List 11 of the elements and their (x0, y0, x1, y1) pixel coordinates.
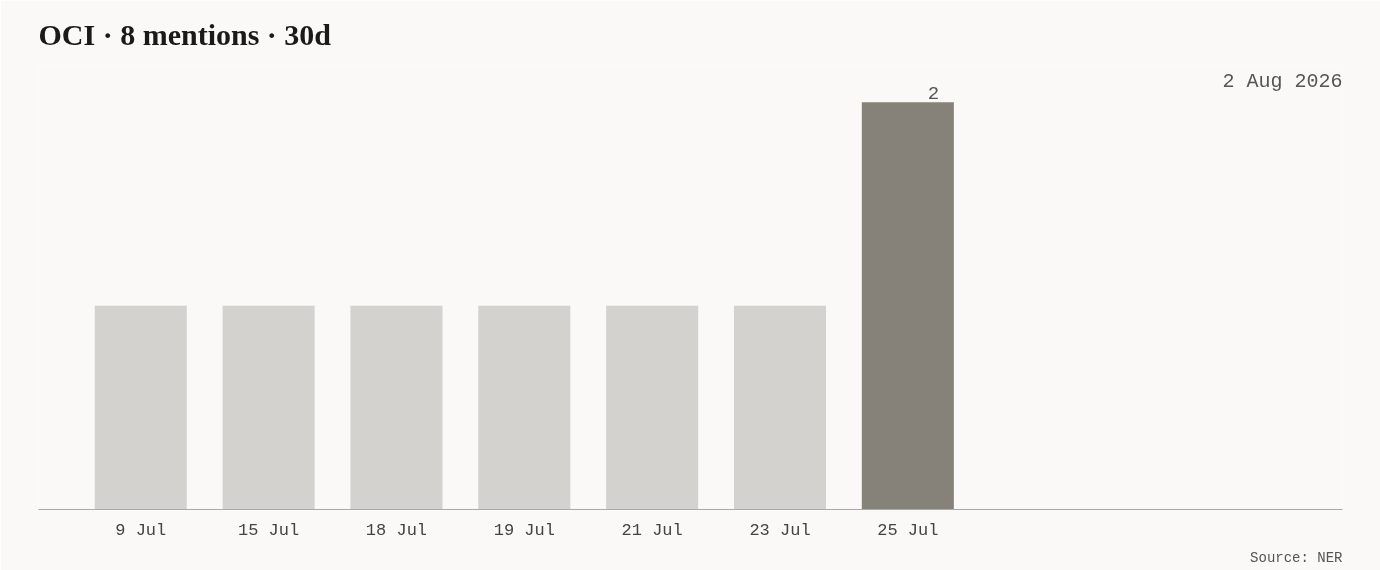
x-tick-label: 18 Jul (365, 520, 428, 540)
text: 2 Aug 2026 (1222, 70, 1343, 93)
x-tick-label: 15 Jul (238, 520, 300, 540)
x-tick-label: 25 Jul (877, 520, 939, 540)
data-label: 2 (927, 83, 940, 106)
x-tick-label: 19 Jul (493, 520, 555, 540)
x-tick-label: 9 Jul (115, 520, 167, 540)
chart-title: OCI · 8 mentions · 30d (38, 17, 332, 51)
x-tick-label: 21 Jul (621, 520, 683, 540)
x-tick-label: 23 Jul (749, 520, 811, 540)
source-note: Source: NER (1250, 549, 1344, 566)
